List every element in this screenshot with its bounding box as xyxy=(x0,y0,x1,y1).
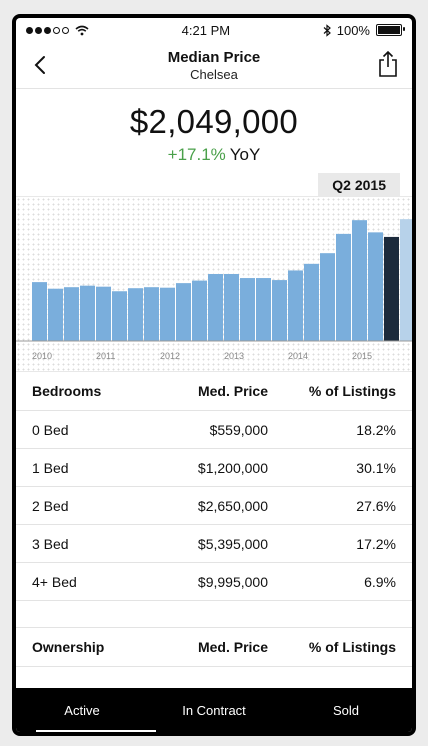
bedrooms-table: Bedrooms Med. Price % of Listings 0 Bed … xyxy=(16,371,412,667)
tab-sold[interactable]: Sold xyxy=(332,702,360,718)
median-price: $2,650,000 xyxy=(197,497,268,514)
header-bedrooms: Bedrooms xyxy=(32,383,102,399)
table-row[interactable]: 3 Bed $5,395,000 17.2% xyxy=(16,525,412,563)
share-icon[interactable] xyxy=(376,50,400,78)
bottom-tab-bar: Active In Contract Sold xyxy=(16,688,412,732)
bar[interactable] xyxy=(224,273,239,341)
bar[interactable] xyxy=(128,288,143,341)
bar[interactable] xyxy=(48,288,63,341)
page-title: Median Price xyxy=(167,48,261,66)
table-row[interactable]: 0 Bed $559,000 18.2% xyxy=(16,411,412,449)
screen: 4:21 PM 100% Median Price Chelsea $2 xyxy=(16,18,412,732)
bar[interactable] xyxy=(32,282,47,341)
bar[interactable] xyxy=(192,280,207,341)
yoy-label: YoY xyxy=(229,145,261,164)
x-tick-label: 2011 xyxy=(96,351,115,361)
bedrooms-table-header: Bedrooms Med. Price % of Listings xyxy=(16,372,412,411)
bedroom-type: 0 Bed xyxy=(32,421,69,438)
bar[interactable] xyxy=(80,285,95,341)
header-med-price: Med. Price xyxy=(197,639,268,655)
chart-svg: 2010 2011 2012 2013 2014 2015 xyxy=(16,219,412,361)
table-row[interactable]: 1 Bed $1,200,000 30.1% xyxy=(16,449,412,487)
battery-area: 100% xyxy=(323,22,405,38)
x-tick-label: 2010 xyxy=(32,351,52,361)
yoy-change: +17.1% YoY xyxy=(16,145,412,165)
page-subtitle: Chelsea xyxy=(190,66,238,82)
bar[interactable] xyxy=(240,278,255,341)
x-tick-label: 2015 xyxy=(352,351,372,361)
median-price: $559,000 xyxy=(209,421,268,438)
ownership-table-header: Ownership Med. Price % of Listings xyxy=(16,628,412,667)
header-percent-listings: % of Listings xyxy=(308,383,396,399)
listing-percent: 17.2% xyxy=(356,535,396,552)
battery-percent: 100% xyxy=(336,22,370,38)
table-row[interactable]: 2 Bed $2,650,000 27.6% xyxy=(16,487,412,525)
header-med-price: Med. Price xyxy=(197,383,268,399)
tab-in-contract[interactable]: In Contract xyxy=(182,702,246,718)
section-spacer xyxy=(16,601,412,628)
bedroom-type: 1 Bed xyxy=(32,459,69,476)
bar[interactable] xyxy=(336,233,351,341)
tab-active[interactable]: Active xyxy=(64,702,100,718)
navigation-bar: Median Price Chelsea xyxy=(16,42,412,89)
bar[interactable] xyxy=(304,263,319,341)
listing-percent: 18.2% xyxy=(356,421,396,438)
device-frame: 4:21 PM 100% Median Price Chelsea $2 xyxy=(12,14,416,736)
bar[interactable] xyxy=(272,280,287,341)
bar[interactable] xyxy=(208,273,223,341)
bar[interactable] xyxy=(144,287,159,341)
battery-icon xyxy=(375,24,405,36)
price-bar-chart[interactable]: 2010 2011 2012 2013 2014 2015 xyxy=(16,196,412,371)
header-ownership: Ownership xyxy=(32,639,105,655)
bluetooth-icon xyxy=(323,23,331,37)
bedroom-type: 4+ Bed xyxy=(32,573,77,590)
price-summary: $2,049,000 +17.1% YoY xyxy=(16,89,412,165)
bar[interactable] xyxy=(64,287,79,341)
listing-percent: 6.9% xyxy=(364,573,396,590)
wifi-icon xyxy=(75,25,89,35)
table-row[interactable]: 4+ Bed $9,995,000 6.9% xyxy=(16,563,412,601)
signal-area xyxy=(26,25,89,36)
bar[interactable] xyxy=(368,232,383,341)
status-bar: 4:21 PM 100% xyxy=(16,18,412,42)
back-chevron-icon[interactable] xyxy=(30,54,52,76)
status-time: 4:21 PM xyxy=(181,22,231,38)
x-tick-label: 2012 xyxy=(160,351,180,361)
listing-percent: 30.1% xyxy=(356,459,396,476)
bar[interactable] xyxy=(112,291,127,341)
median-price: $9,995,000 xyxy=(197,573,268,590)
bar[interactable] xyxy=(160,287,175,341)
bar[interactable] xyxy=(400,219,412,341)
bar[interactable] xyxy=(96,286,111,341)
bar[interactable] xyxy=(320,253,335,341)
x-tick-label: 2014 xyxy=(288,351,308,361)
header-percent-listings: % of Listings xyxy=(308,639,396,655)
selected-bar[interactable] xyxy=(384,236,399,341)
median-price-value: $2,049,000 xyxy=(129,103,299,140)
bar[interactable] xyxy=(256,278,271,341)
signal-icon xyxy=(26,26,69,34)
active-tab-indicator xyxy=(36,730,156,732)
period-row: Q2 2015 xyxy=(16,165,412,196)
median-price: $5,395,000 xyxy=(197,535,268,552)
bar[interactable] xyxy=(176,283,191,341)
median-price: $1,200,000 xyxy=(197,459,268,476)
selected-period-badge: Q2 2015 xyxy=(318,173,400,196)
bar[interactable] xyxy=(352,220,367,341)
yoy-percent: +17.1% xyxy=(167,145,226,164)
bedroom-type: 2 Bed xyxy=(32,497,69,514)
bar[interactable] xyxy=(288,270,303,341)
x-tick-label: 2013 xyxy=(224,351,244,361)
listing-percent: 27.6% xyxy=(356,497,396,514)
bedroom-type: 3 Bed xyxy=(32,535,69,552)
